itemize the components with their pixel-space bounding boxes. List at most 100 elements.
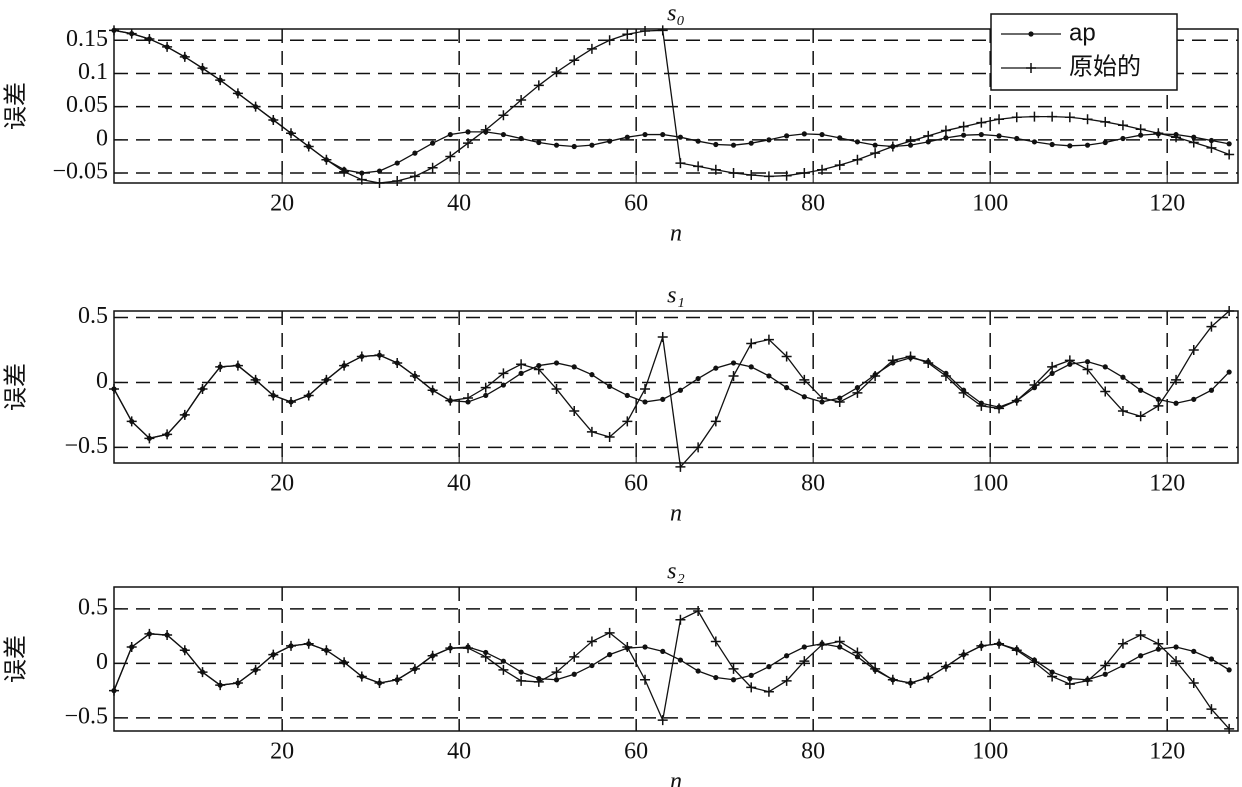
point (784, 133, 790, 139)
point (1208, 387, 1215, 393)
point (586, 426, 597, 437)
point (321, 154, 332, 165)
x-tick-label: 80 (801, 739, 825, 765)
point (268, 114, 279, 125)
point (799, 656, 810, 667)
point (1188, 344, 1199, 355)
point (817, 393, 828, 404)
point (1049, 141, 1055, 148)
point (763, 686, 774, 697)
y-tick-label: 0.5 (78, 303, 108, 329)
point (1135, 124, 1146, 135)
series-line (113, 610, 1230, 730)
point (1084, 359, 1091, 365)
point (498, 110, 509, 121)
point (1135, 630, 1146, 640)
point (817, 164, 828, 175)
point (1049, 370, 1055, 376)
point (1226, 369, 1232, 375)
point (569, 406, 580, 417)
y-tick-label: −0.5 (64, 703, 108, 729)
point (693, 606, 704, 616)
point (215, 680, 226, 691)
point (730, 142, 737, 148)
point (286, 640, 297, 651)
series-line (113, 29, 1230, 184)
point (427, 162, 438, 173)
y-tick-label: 0 (96, 368, 108, 394)
point (1102, 364, 1108, 370)
point (162, 41, 173, 52)
x-tick-label: 120 (1149, 191, 1185, 217)
y-tick-label: 0 (96, 649, 108, 675)
point (781, 675, 792, 686)
point (994, 114, 1005, 125)
point (905, 351, 916, 362)
point (268, 649, 279, 660)
point (763, 334, 774, 345)
point (1155, 646, 1161, 652)
point (1117, 406, 1128, 417)
point (730, 677, 737, 683)
point (1188, 137, 1199, 148)
point (693, 442, 704, 453)
point (1224, 149, 1235, 160)
point (1153, 638, 1164, 649)
point (1188, 678, 1199, 688)
point (728, 663, 739, 674)
point (144, 628, 155, 639)
point (179, 409, 190, 420)
point (640, 25, 651, 36)
point (925, 139, 931, 145)
point (748, 364, 754, 370)
legend-label: 原始的 (1069, 53, 1141, 80)
point (427, 385, 438, 396)
legend-label: ap (1069, 19, 1096, 46)
point (109, 383, 119, 394)
x-tick-label: 80 (801, 471, 825, 497)
point (480, 382, 491, 393)
point (516, 95, 527, 106)
point (1028, 31, 1034, 37)
point (569, 55, 580, 66)
point (961, 132, 967, 138)
point (533, 80, 544, 91)
point (232, 678, 243, 688)
point (834, 396, 845, 407)
point (553, 360, 560, 366)
x-tick-label: 60 (624, 191, 648, 217)
point (746, 682, 757, 693)
point (551, 667, 562, 678)
point (976, 640, 987, 651)
point (837, 644, 843, 650)
point (1029, 111, 1040, 122)
point (1206, 142, 1217, 153)
point (1067, 676, 1073, 682)
point (763, 171, 774, 182)
point (1031, 139, 1038, 145)
point (1206, 704, 1217, 715)
y-tick-label: −0.5 (64, 433, 108, 459)
series-line (113, 354, 1230, 440)
point (339, 657, 350, 668)
point (500, 658, 507, 664)
point (640, 383, 651, 394)
x-tick-label: 120 (1149, 471, 1185, 497)
point (943, 135, 949, 141)
point (872, 142, 878, 148)
point (250, 374, 261, 385)
point (710, 164, 721, 175)
point (427, 650, 438, 661)
point (374, 678, 385, 688)
point (887, 674, 898, 685)
point (1138, 653, 1144, 659)
point (713, 674, 719, 681)
point (1011, 395, 1022, 406)
point (1191, 134, 1197, 140)
point (374, 178, 385, 188)
point (144, 433, 155, 444)
point (1102, 139, 1108, 146)
point (1120, 662, 1126, 669)
point (392, 357, 403, 368)
y-tick-label: 0 (96, 125, 108, 151)
